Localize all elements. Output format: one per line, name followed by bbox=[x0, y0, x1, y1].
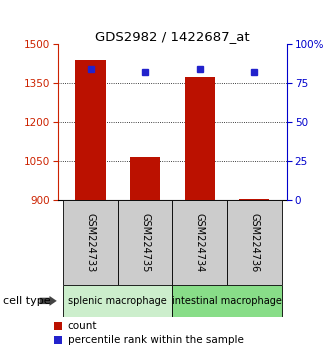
Text: percentile rank within the sample: percentile rank within the sample bbox=[68, 335, 244, 345]
Bar bbox=[173, 200, 227, 285]
Text: count: count bbox=[68, 321, 97, 331]
Bar bbox=[173, 285, 281, 317]
Text: splenic macrophage: splenic macrophage bbox=[68, 296, 167, 306]
Text: GSM224733: GSM224733 bbox=[85, 213, 95, 272]
Text: cell type: cell type bbox=[3, 296, 51, 306]
Text: intestinal macrophage: intestinal macrophage bbox=[172, 296, 282, 306]
Bar bbox=[118, 200, 173, 285]
Text: GSM224735: GSM224735 bbox=[140, 213, 150, 272]
Bar bbox=[239, 199, 269, 200]
Title: GDS2982 / 1422687_at: GDS2982 / 1422687_at bbox=[95, 30, 250, 43]
Bar bbox=[63, 200, 118, 285]
Text: GSM224734: GSM224734 bbox=[195, 213, 205, 272]
Text: GSM224736: GSM224736 bbox=[249, 213, 259, 272]
Bar bbox=[185, 77, 215, 200]
Bar bbox=[227, 200, 281, 285]
Bar bbox=[63, 285, 173, 317]
Bar bbox=[76, 60, 106, 200]
Bar bbox=[130, 157, 160, 200]
